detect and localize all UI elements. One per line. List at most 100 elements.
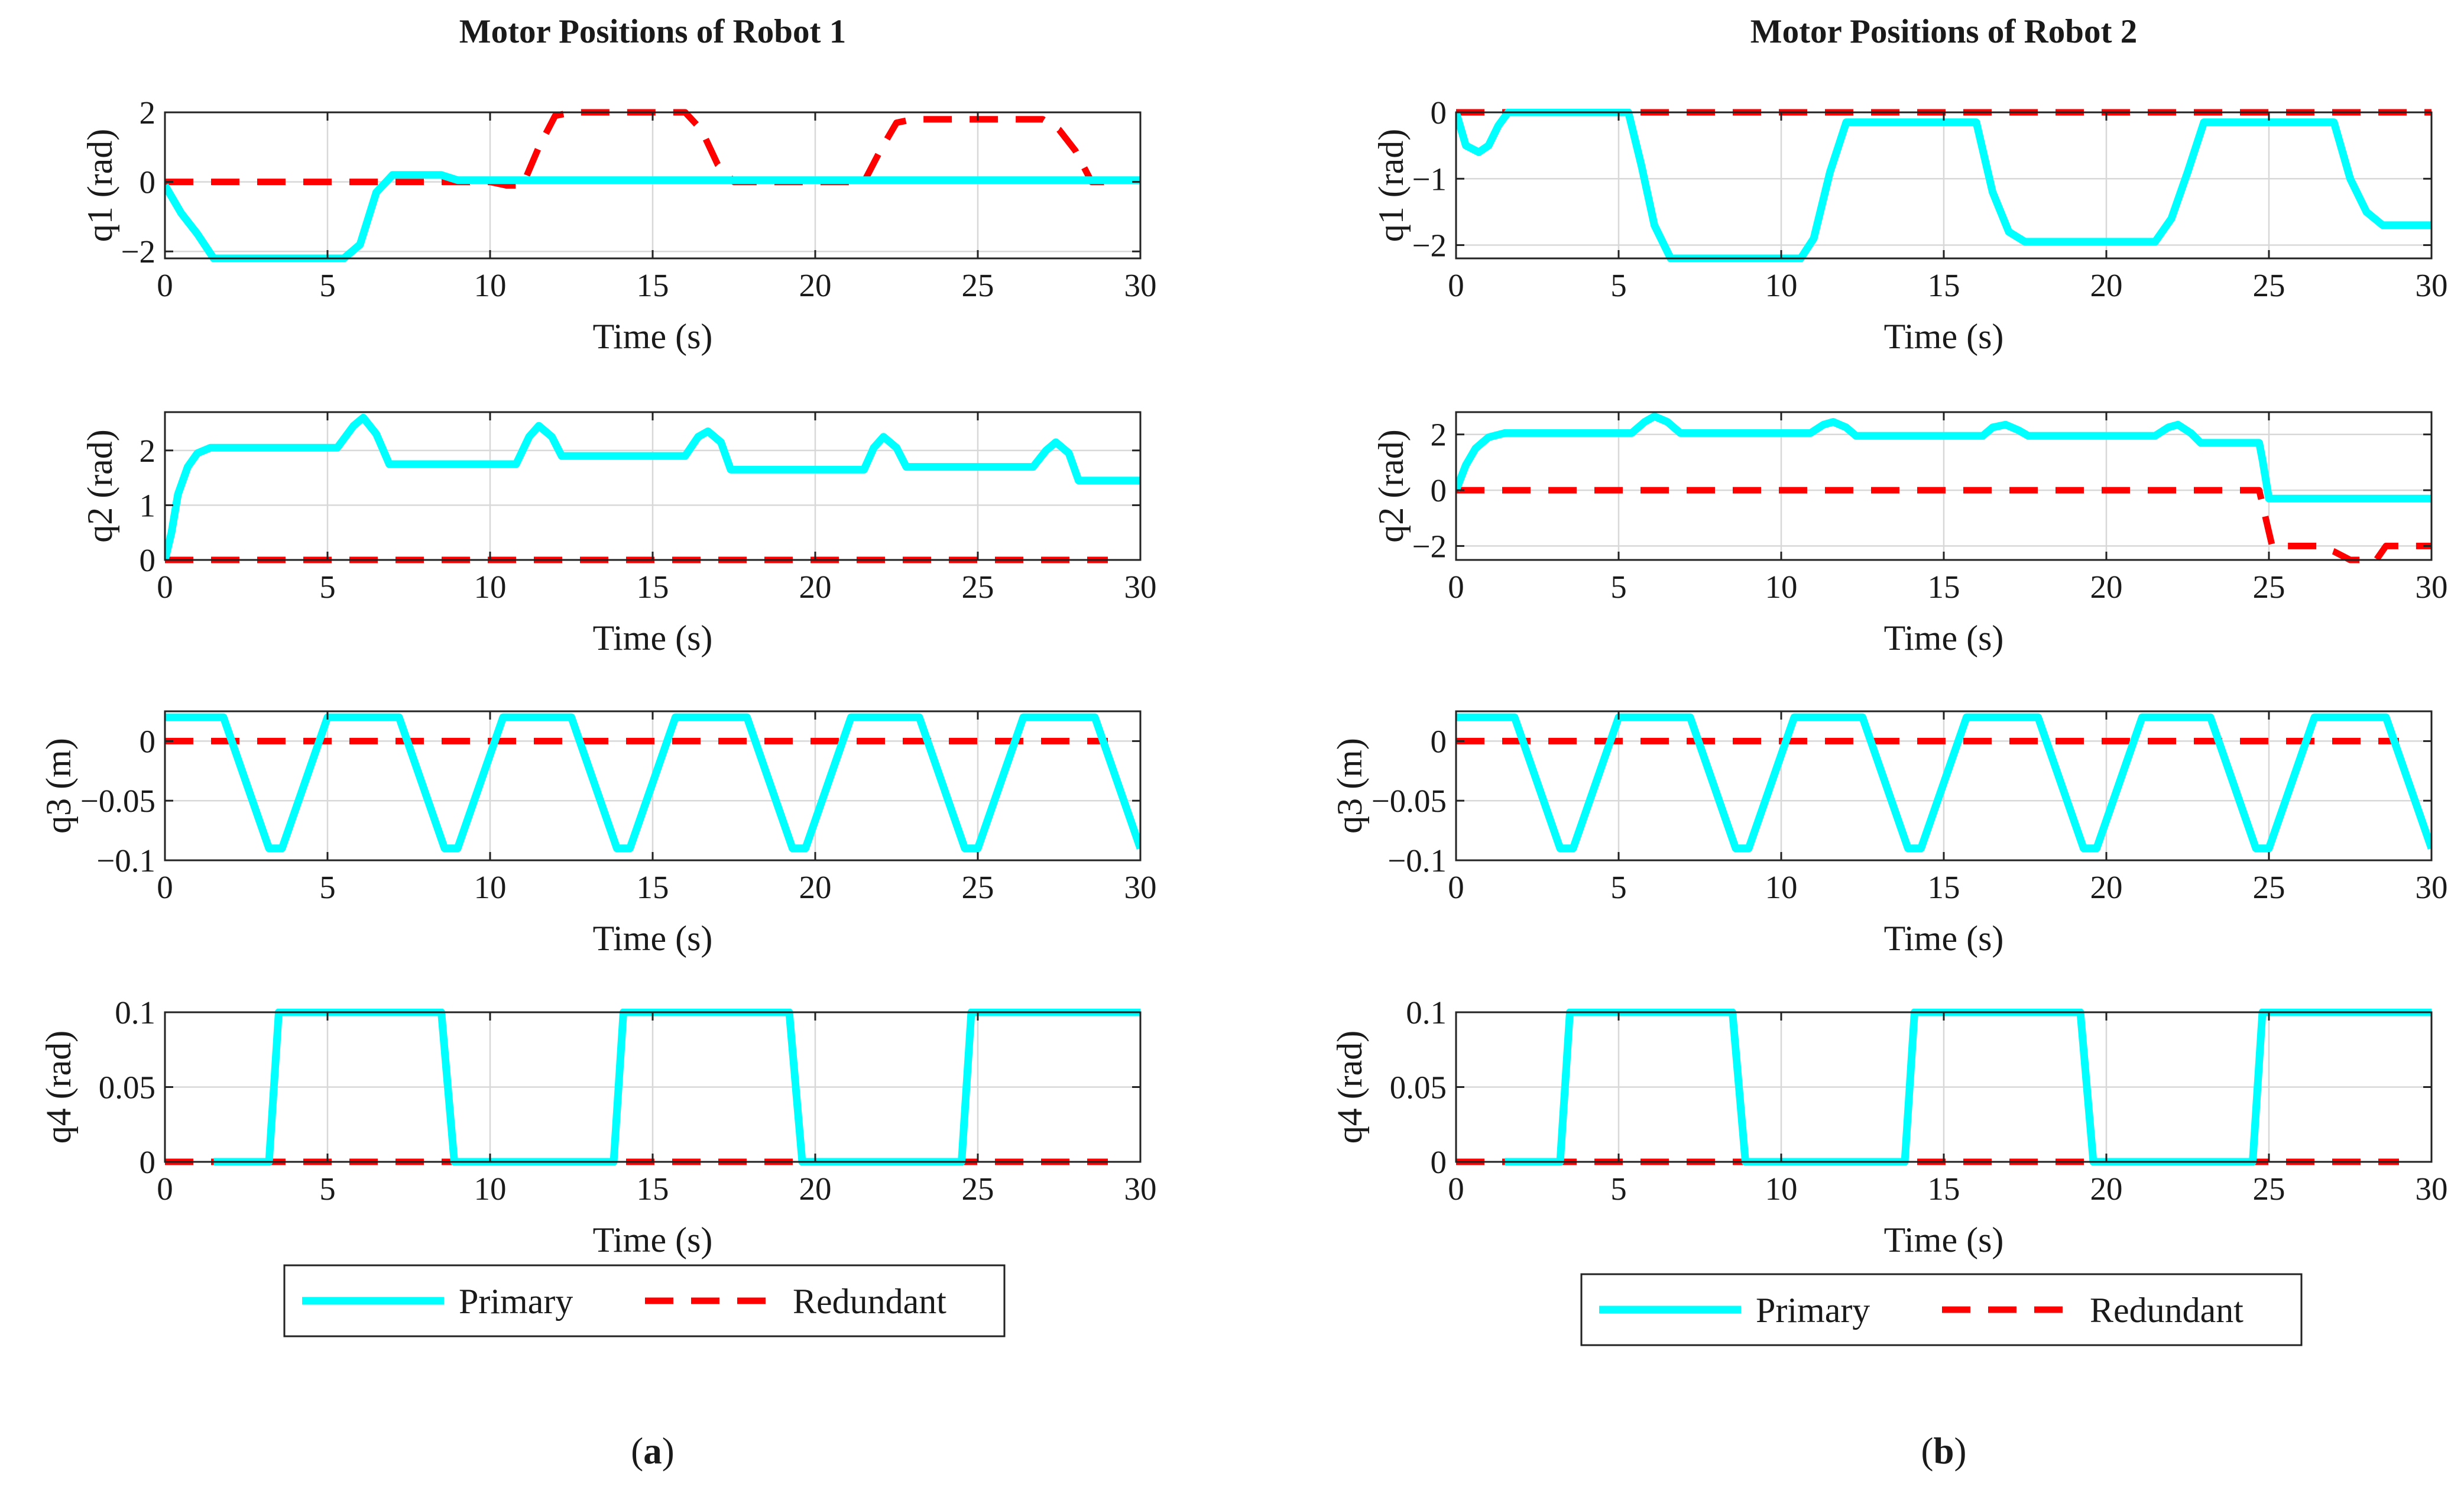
y-tick-label: 2 (1431, 417, 1447, 453)
legend-primary-label: Primary (1756, 1291, 1870, 1330)
x-tick-label: 10 (1765, 267, 1798, 303)
y-tick-label: 0 (1431, 95, 1447, 131)
y-tick-label: 0 (140, 542, 156, 578)
x-tick-label: 20 (2090, 569, 2123, 605)
y-axis-label: q2 (rad) (80, 429, 119, 543)
x-tick-label: 30 (2416, 1171, 2448, 1207)
x-tick-label: 0 (1448, 1171, 1464, 1207)
x-tick-label: 10 (1765, 569, 1798, 605)
primary-series-line (165, 171, 1140, 262)
legend-redundant-label: Redundant (2090, 1291, 2243, 1330)
y-tick-label: −2 (1412, 528, 1447, 564)
x-tick-label: 15 (1928, 869, 1960, 905)
y-axis-label: q3 (m) (39, 738, 78, 834)
x-tick-label: 15 (637, 569, 669, 605)
panel-label: (b) (1921, 1430, 1966, 1472)
x-tick-label: 5 (319, 267, 336, 303)
x-tick-label: 20 (799, 1171, 832, 1207)
x-tick-label: 5 (319, 869, 336, 905)
chart-title: Motor Positions of Robot 2 (1750, 13, 2137, 50)
x-tick-label: 30 (2416, 869, 2448, 905)
x-tick-label: 25 (962, 869, 994, 905)
x-tick-label: 10 (474, 1171, 507, 1207)
y-axis-label: q4 (rad) (1330, 1031, 1369, 1144)
x-tick-label: 0 (157, 1171, 173, 1207)
robot-1-chart: Motor Positions of Robot 10 5 10 15 20 25 30−2… (39, 13, 1157, 1472)
grid (164, 1011, 1142, 1163)
x-tick-label: 15 (637, 267, 669, 303)
y-tick-label: 0.1 (1406, 995, 1447, 1031)
x-tick-label: 20 (2090, 1171, 2123, 1207)
x-axis-label: Time (s) (593, 919, 713, 958)
legend-primary-label: Primary (459, 1282, 573, 1321)
x-axis-label: Time (s) (1884, 919, 2004, 958)
legend: Primary Redundant (283, 1264, 1006, 1337)
primary-series-line (1456, 412, 2431, 503)
x-tick-label: 15 (637, 1171, 669, 1207)
y-tick-label: −0.1 (1387, 843, 1447, 879)
y-tick-label: −2 (121, 234, 155, 270)
x-tick-label: 5 (1610, 569, 1627, 605)
x-tick-label: 30 (2416, 267, 2448, 303)
x-tick-label: 30 (1124, 1171, 1157, 1207)
grid (1455, 1011, 2433, 1163)
x-tick-label: 25 (962, 1171, 994, 1207)
legend-redundant-label: Redundant (793, 1282, 946, 1321)
subplot-q3: 0 5 10 15 20 25 30 −0.1 −0.05 0 Time (s) q3 (m) (1330, 710, 2448, 958)
y-axis-label: q1 (rad) (80, 129, 119, 242)
y-axis-label: q3 (m) (1330, 738, 1369, 834)
y-tick-label: −0.05 (80, 783, 155, 819)
x-tick-label: 10 (474, 569, 507, 605)
y-tick-label: 0.05 (1390, 1070, 1447, 1106)
x-tick-label: 25 (2253, 569, 2285, 605)
x-tick-label: 20 (2090, 267, 2123, 303)
y-tick-label: −0.05 (1372, 783, 1447, 819)
x-tick-label: 20 (799, 869, 832, 905)
y-tick-label: 0.05 (99, 1070, 155, 1106)
subplot-q2: 0 5 10 15 20 25 30 0 1 2 Time (s) q2 (rad) (80, 411, 1157, 657)
subplot-q3: 0 5 10 15 20 25 30 −0.1 −0.05 0 Time (s) q3 (m) (39, 710, 1157, 958)
subplot-q4: 0 5 10 15 20 25 30 0 0.05 0.1 Time (s) q4 (rad) (39, 995, 1157, 1259)
x-tick-label: 25 (2253, 267, 2285, 303)
subplot-q1: 0 5 10 15 20 25 30 −2 −1 0 Time (s) q1 (rad) (1372, 95, 2448, 356)
grid (164, 111, 1142, 258)
y-tick-label: 0 (140, 164, 156, 200)
x-tick-label: 25 (962, 267, 994, 303)
y-tick-label: 2 (140, 95, 156, 131)
y-tick-label: 0 (1431, 723, 1447, 759)
primary-series-line (1456, 109, 2431, 262)
primary-series-line (1456, 713, 2431, 853)
y-tick-label: 0 (140, 1144, 156, 1180)
x-tick-label: 0 (157, 869, 173, 905)
robot-2-chart: Motor Positions of Robot 20 5 10 15 20 25 30−2… (1330, 13, 2448, 1472)
y-tick-label: 0 (1431, 1144, 1447, 1180)
redundant-series-line (1456, 487, 2431, 563)
y-axis-label: q2 (rad) (1372, 429, 1411, 543)
x-tick-label: 5 (1610, 267, 1627, 303)
x-tick-label: 10 (1765, 1171, 1798, 1207)
y-axis-label: q4 (rad) (39, 1031, 78, 1144)
x-tick-label: 30 (2416, 569, 2448, 605)
x-tick-label: 20 (799, 569, 832, 605)
y-tick-label: −0.1 (96, 843, 155, 879)
x-tick-label: 5 (319, 1171, 336, 1207)
grid (1455, 111, 2433, 258)
y-tick-label: −2 (1412, 228, 1447, 264)
x-tick-label: 30 (1124, 869, 1157, 905)
y-tick-label: 2 (140, 433, 156, 469)
x-axis-label: Time (s) (593, 618, 713, 657)
x-tick-label: 30 (1124, 569, 1157, 605)
x-axis-label: Time (s) (593, 317, 713, 356)
x-tick-label: 20 (2090, 869, 2123, 905)
x-tick-label: 10 (1765, 869, 1798, 905)
x-tick-label: 10 (474, 869, 507, 905)
panel-label: (a) (631, 1430, 674, 1472)
grid (164, 412, 1142, 561)
x-tick-label: 25 (2253, 869, 2285, 905)
primary-series-line (1505, 1009, 2431, 1165)
x-tick-label: 5 (319, 569, 336, 605)
x-axis-label: Time (s) (1884, 317, 2004, 356)
